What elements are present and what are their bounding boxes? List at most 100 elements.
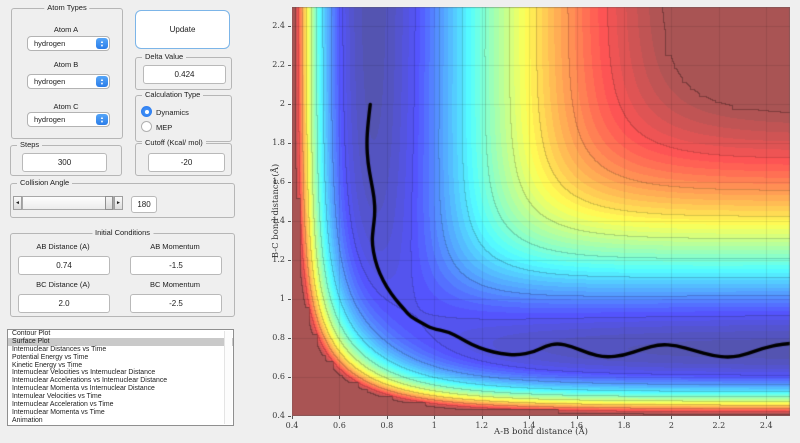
atom-types-panel: Atom Types <box>11 3 123 139</box>
plot-type-listbox[interactable]: Contour Plot Surface Plot Internuclear Dis… <box>7 329 234 426</box>
x-tick-label: 0.6 <box>333 421 346 430</box>
y-tick-mark <box>288 104 291 106</box>
ab-momentum-field[interactable]: -1.5 <box>130 256 222 275</box>
y-tick-label: 1.8 <box>272 138 285 148</box>
list-item[interactable]: Internuclear Momenta vs Time <box>12 408 105 416</box>
y-tick-mark <box>288 416 291 417</box>
y-tick-label: 1.6 <box>272 177 285 187</box>
x-tick-label: 1.4 <box>522 421 536 430</box>
steps-panel: Steps <box>10 140 122 176</box>
atom-b-dropdown[interactable]: hydrogen ▲ ▼ <box>27 74 110 89</box>
y-tick-label: 0.8 <box>272 333 285 343</box>
y-axis-label: B-C bond distance (Å) <box>271 163 281 259</box>
x-tick-label: 0.8 <box>380 421 394 430</box>
bc-momentum-label: BC Momentum <box>149 280 200 289</box>
y-tick-label: 0.4 <box>272 411 285 420</box>
bc-distance-label: BC Distance (A) <box>36 280 90 289</box>
atom-a-value: hydrogen <box>34 39 66 48</box>
atom-c-dropdown[interactable]: hydrogen ▲ ▼ <box>27 112 110 127</box>
radio-dynamics[interactable] <box>141 106 152 117</box>
contour-plot-canvas[interactable] <box>292 7 790 416</box>
atom-types-title: Atom Types <box>44 3 90 13</box>
contour-plot-region: 0.4 0.6 0.8 1 1.2 1.4 1.6 1.8 2 2.2 2.4 0.4 0.6 0.8 1 1… <box>240 0 800 443</box>
plot-type-list: Contour Plot Surface Plot Internuclear Dis… <box>8 330 233 425</box>
list-item[interactable]: Internuclear Acceleration vs Time <box>12 401 114 409</box>
dropdown-stepper-icon[interactable]: ▲ ▼ <box>96 76 108 87</box>
x-tick-label: 1.8 <box>617 421 631 430</box>
x-tick-mark <box>339 416 341 419</box>
ab-momentum-label: AB Momentum <box>150 242 200 251</box>
bc-distance-field[interactable]: 2.0 <box>18 294 110 313</box>
dropdown-stepper-icon[interactable]: ▲ ▼ <box>96 38 108 49</box>
y-tick-label: 1.2 <box>272 255 285 265</box>
collision-angle-field[interactable]: 180 <box>131 196 157 213</box>
listbox-scrollbar[interactable] <box>224 331 232 424</box>
x-tick-mark <box>766 416 768 419</box>
slider-left-arrow-icon[interactable]: ◄ <box>13 196 22 210</box>
collision-angle-slider[interactable] <box>22 196 114 210</box>
y-tick-mark <box>288 221 291 223</box>
slider-right-arrow-icon[interactable]: ► <box>114 196 123 210</box>
x-tick-label: 1 <box>431 421 437 430</box>
steps-title: Steps <box>17 140 43 150</box>
list-item[interactable]: Contour Plot <box>12 330 51 337</box>
list-item[interactable]: Internulear Velocities vs Time <box>12 393 102 401</box>
delta-value-title: Delta Value <box>142 52 187 62</box>
y-tick-label: 2.4 <box>272 21 285 31</box>
bc-momentum-field[interactable]: -2.5 <box>130 294 222 313</box>
list-item[interactable]: Internuclear Momenta vs Internuclear Dis… <box>12 385 155 393</box>
ab-distance-label: AB Distance (A) <box>36 242 90 251</box>
y-tick-mark <box>288 26 291 28</box>
x-tick-mark <box>386 416 388 419</box>
radio-mep[interactable] <box>141 121 152 132</box>
ab-distance-field[interactable]: 0.74 <box>18 256 110 275</box>
cutoff-title: Cutoff (Kcal/ mol) <box>142 138 206 148</box>
x-tick-mark <box>671 416 673 419</box>
x-axis-label: A-B bond distance (Å) <box>494 427 588 437</box>
x-tick-mark <box>292 416 293 419</box>
cutoff-field[interactable]: -20 <box>148 153 225 172</box>
x-tick-mark <box>434 416 436 419</box>
y-tick-label: 2 <box>279 99 285 109</box>
y-tick-label: 0.6 <box>272 372 285 382</box>
atom-b-label: Atom B <box>53 60 79 69</box>
dropdown-stepper-icon[interactable]: ▲ ▼ <box>96 114 108 125</box>
x-tick-label: 2.2 <box>712 421 726 430</box>
radio-dynamics-label: Dynamics <box>156 108 189 117</box>
update-button[interactable]: Update <box>135 10 230 49</box>
calculation-type-title: Calculation Type <box>142 90 204 100</box>
radio-mep-label: MEP <box>156 123 173 132</box>
y-tick-label: 2.2 <box>272 60 285 70</box>
x-tick-label: 1.2 <box>475 421 489 430</box>
x-tick-label: 2 <box>668 421 674 430</box>
y-tick-mark <box>288 338 291 340</box>
list-item[interactable]: Potential Energy vs Time <box>12 353 89 361</box>
y-tick-mark <box>288 65 291 67</box>
steps-field[interactable]: 300 <box>22 153 107 172</box>
slider-thumb[interactable] <box>105 196 113 210</box>
y-tick-mark <box>288 182 291 184</box>
y-tick-mark <box>288 377 291 379</box>
list-item[interactable]: Animation <box>12 416 43 424</box>
atom-b-value: hydrogen <box>34 77 66 86</box>
atom-c-label: Atom C <box>53 102 79 111</box>
list-item[interactable]: Internuclear Accelerations vs Internucle… <box>12 377 168 385</box>
calculation-type-panel: Calculation Type <box>135 90 232 142</box>
delta-value-panel: Delta Value <box>135 52 232 90</box>
y-tick-label: 1 <box>279 294 285 304</box>
atom-a-dropdown[interactable]: hydrogen ▲ ▼ <box>27 36 110 51</box>
x-tick-mark <box>624 416 625 419</box>
initial-conditions-title: Initial Conditions <box>91 228 154 238</box>
x-tick-label: 1.6 <box>570 421 583 430</box>
list-item[interactable]: Kinetic Energy vs Time <box>12 361 83 369</box>
x-tick-mark <box>718 416 720 419</box>
list-item[interactable]: Internuclear Distances vs Time <box>12 345 107 353</box>
atom-c-value: hydrogen <box>34 115 66 124</box>
y-tick-mark <box>288 143 291 145</box>
list-item[interactable]: Surface Plot <box>8 337 233 346</box>
delta-value-field[interactable]: 0.424 <box>143 65 226 84</box>
x-tick-label: 2.4 <box>759 421 773 430</box>
list-item[interactable]: Internuclear Velocities vs Internuclear … <box>12 369 156 377</box>
y-tick-mark <box>288 260 291 262</box>
